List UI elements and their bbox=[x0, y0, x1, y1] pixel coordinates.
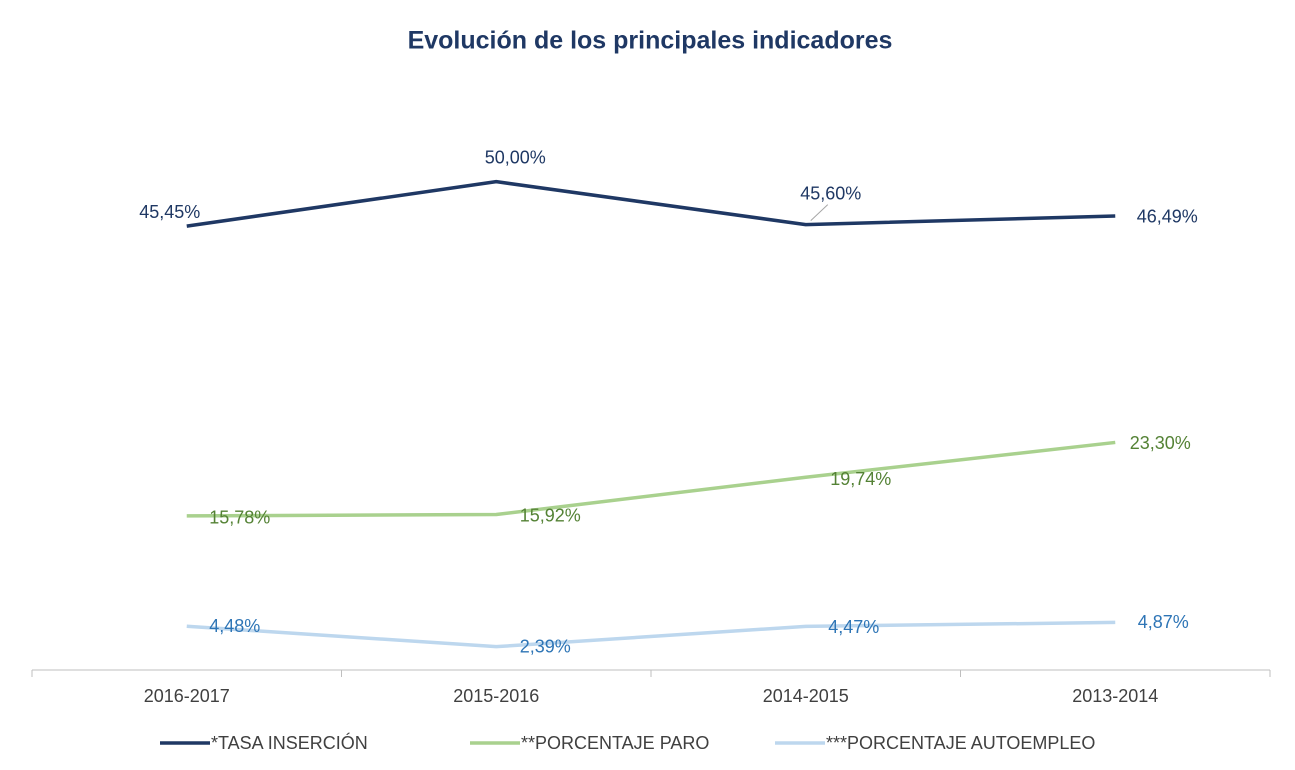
series-line bbox=[186, 179, 1116, 228]
legend-label: **PORCENTAJE PARO bbox=[521, 733, 709, 753]
x-tick-label: 2015-2016 bbox=[453, 686, 539, 706]
series-line bbox=[186, 620, 1116, 649]
x-tick-label: 2013-2014 bbox=[1072, 686, 1158, 706]
data-label: 45,60% bbox=[800, 183, 861, 203]
chart-title: Evolución de los principales indicadores bbox=[408, 27, 893, 55]
data-label: 15,92% bbox=[520, 505, 581, 525]
data-label: 4,48% bbox=[209, 616, 260, 636]
data-label: 50,00% bbox=[485, 147, 546, 167]
data-label: 45,45% bbox=[139, 202, 200, 222]
data-label: 15,78% bbox=[209, 508, 270, 528]
data-label: 4,87% bbox=[1138, 612, 1189, 632]
data-label: 19,74% bbox=[830, 469, 891, 489]
data-label: 2,39% bbox=[520, 636, 571, 656]
data-label: 4,47% bbox=[828, 617, 879, 637]
legend-label: *TASA INSERCIÓN bbox=[211, 732, 368, 753]
series-line bbox=[186, 440, 1116, 518]
data-label: 23,30% bbox=[1130, 433, 1191, 453]
data-label: 46,49% bbox=[1137, 207, 1198, 227]
legend-label: ***PORCENTAJE AUTOEMPLEO bbox=[826, 733, 1095, 753]
x-tick-label: 2016-2017 bbox=[144, 686, 230, 706]
x-tick-label: 2014-2015 bbox=[763, 686, 849, 706]
leader-line bbox=[810, 204, 829, 222]
